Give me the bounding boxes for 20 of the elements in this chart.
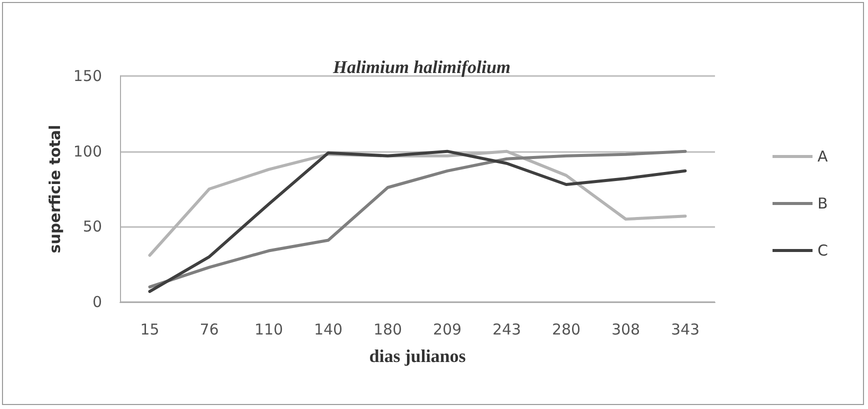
y-tick-label: 100 [73, 142, 102, 160]
x-tick-label: 308 [611, 320, 640, 338]
x-tick-label: 180 [373, 320, 402, 338]
chart-title: Halimium halimifolium [332, 57, 511, 77]
y-tick-label: 0 [92, 293, 102, 311]
x-tick-label: 343 [670, 320, 700, 338]
x-tick-label: 140 [314, 320, 343, 338]
legend-label: C [818, 242, 828, 260]
x-tick-label: 15 [140, 320, 160, 338]
x-tick-label: 209 [432, 320, 462, 338]
y-tick-label: 50 [82, 218, 102, 236]
x-axis-title: dias julianos [369, 346, 466, 366]
x-tick-label: 243 [492, 320, 522, 338]
legend-label: B [818, 194, 828, 212]
x-tick-label: 280 [552, 320, 581, 338]
y-axis-title: superficie total [46, 124, 64, 254]
x-tick-label: 76 [200, 320, 219, 338]
x-tick-label: 110 [254, 320, 284, 338]
legend-label: A [818, 148, 829, 166]
y-tick-label: 150 [73, 67, 102, 85]
